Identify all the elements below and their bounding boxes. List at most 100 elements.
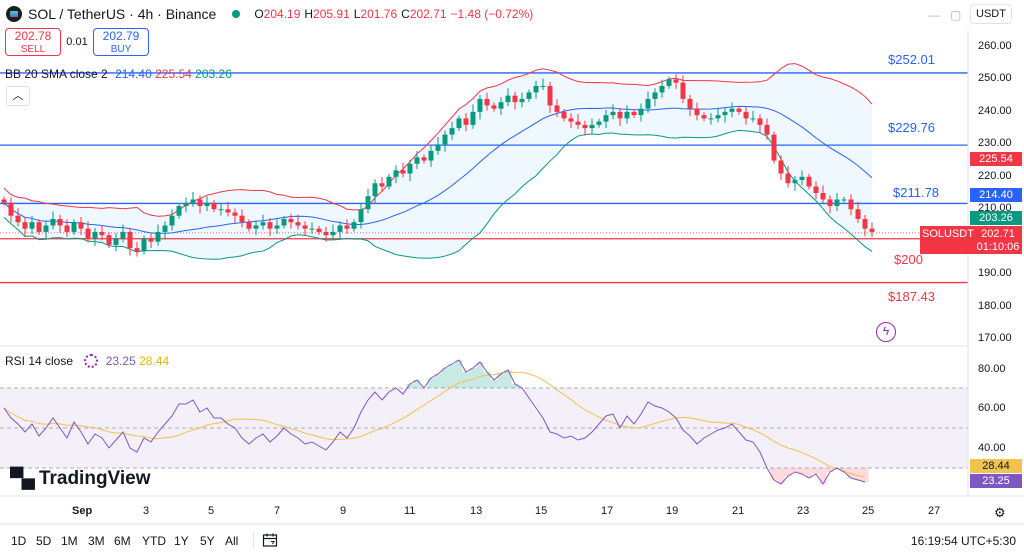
candle-body — [687, 98, 693, 109]
lightning-icon[interactable]: ϟ — [876, 322, 896, 342]
rsi-oversold-fill — [826, 468, 834, 472]
candle-body — [274, 225, 280, 229]
rsi-oversold-fill — [812, 468, 820, 474]
candle-body — [806, 176, 812, 187]
candle-body — [715, 115, 721, 119]
candle-body — [218, 209, 224, 211]
time-axis-label: 13 — [470, 505, 483, 517]
candle-body — [771, 134, 777, 161]
buy-button[interactable]: 202.79 BUY — [93, 28, 149, 56]
time-axis-label: 7 — [274, 505, 281, 517]
bollinger-bands — [3, 63, 873, 260]
market-status-icon — [232, 10, 241, 18]
candle-body — [393, 170, 399, 177]
rsi-overbought-fill — [441, 368, 449, 388]
candle-body — [547, 85, 553, 106]
time-axis-label: 27 — [928, 505, 941, 517]
timeframe-1y[interactable]: 1Y — [174, 534, 189, 548]
candle-body — [680, 82, 686, 99]
candle-body — [351, 222, 357, 229]
bb-upper-line — [3, 63, 873, 217]
tradingview-logo: ▀▄ TradingView — [10, 468, 151, 489]
timeframe-1d[interactable]: 1D — [11, 534, 27, 548]
level-label: $252.01 — [888, 52, 935, 67]
candle-body — [127, 231, 133, 249]
candle-body — [834, 199, 840, 206]
candle-body — [260, 222, 266, 226]
level-label: $200 — [894, 252, 923, 267]
price-axis-label: 230.00 — [978, 137, 1012, 150]
rsi-value-tag: 23.25 — [970, 474, 1022, 488]
candle-body — [148, 238, 154, 242]
candle-body — [554, 105, 560, 112]
symbol-title[interactable]: SOL / TetherUS · 4h · Binance — [28, 6, 217, 22]
candle-body — [246, 222, 252, 229]
rsi-overbought-fill — [490, 380, 498, 388]
candle-body — [505, 95, 511, 103]
gear-icon[interactable]: ⚙ — [994, 505, 1006, 520]
candle-body — [603, 115, 609, 122]
time-axis-label: 3 — [143, 505, 150, 517]
candle-body — [645, 98, 651, 109]
candle-body — [57, 218, 63, 226]
rsi-overbought-fill — [483, 372, 491, 388]
maximize-icon[interactable]: ▢ — [950, 8, 962, 22]
candle-body — [484, 98, 490, 106]
minimize-icon[interactable]: — — [928, 8, 940, 22]
candle-body — [617, 111, 623, 119]
candle-body — [239, 215, 245, 223]
time-axis-label: 11 — [404, 505, 416, 517]
candle-body — [36, 222, 42, 232]
candle-body — [799, 176, 805, 181]
candle-body — [197, 199, 203, 206]
candle-body — [498, 102, 504, 109]
rsi-oversold-fill — [854, 468, 862, 480]
rsi-overbought-fill — [406, 384, 414, 388]
currency-selector[interactable]: USDT — [970, 4, 1012, 24]
candle-body — [316, 228, 322, 232]
bb-basis-line — [3, 105, 873, 234]
candle-body — [673, 79, 679, 83]
bb-upper-tag: 225.54 — [970, 152, 1022, 166]
candle-body — [442, 134, 448, 145]
timeframe-ytd[interactable]: YTD — [142, 534, 166, 548]
timeframe-3m[interactable]: 3M — [88, 534, 105, 548]
last-price-tag: SOLUSDT 202.71 01:10:06 — [920, 226, 1022, 254]
bb-legend[interactable]: BB 20 SMA close 2 214.40 225.54 203.26 — [5, 67, 232, 81]
sell-button[interactable]: 202.78 SELL — [5, 28, 61, 56]
candle-body — [463, 118, 469, 125]
candle-body — [50, 218, 56, 226]
candle-body — [169, 215, 175, 226]
candle-body — [379, 183, 385, 187]
time-axis-label: 19 — [666, 505, 679, 517]
timeframe-6m[interactable]: 6M — [114, 534, 131, 548]
rsi-ma-line — [3, 371, 866, 478]
candle-body — [869, 228, 875, 232]
price-axis-label: 170.00 — [978, 332, 1012, 344]
rsi-loading-icon — [84, 354, 99, 368]
collapse-legend-button[interactable]: ︿ — [6, 86, 30, 106]
candle-body — [659, 85, 665, 93]
rsi-oversold-fill — [791, 468, 799, 472]
rsi-ma-tag: 28.44 — [970, 459, 1022, 473]
candle-body — [22, 222, 28, 229]
timeframe-5d[interactable]: 5D — [36, 534, 52, 548]
clock[interactable]: 16:19:54 UTC+5:30 — [910, 534, 1016, 548]
time-axis-label: 15 — [535, 505, 548, 517]
price-axis-label: 190.00 — [978, 267, 1012, 280]
candle-body — [526, 92, 532, 99]
calendar-icon[interactable] — [262, 532, 278, 548]
timeframe-all[interactable]: All — [225, 534, 239, 548]
candle-body — [365, 196, 371, 210]
rsi-legend[interactable]: RSI 14 close 23.25 28.44 — [5, 354, 170, 368]
rsi-overbought-fill — [469, 368, 477, 388]
candle-body — [386, 176, 392, 187]
candle-body — [323, 231, 329, 236]
timeframe-1m[interactable]: 1M — [61, 534, 78, 548]
timeframe-5y[interactable]: 5Y — [200, 534, 215, 548]
price-axis-label: 220.00 — [978, 169, 1012, 182]
candle-body — [71, 222, 77, 232]
sol-logo-icon — [6, 6, 22, 22]
candle-body — [575, 121, 581, 125]
